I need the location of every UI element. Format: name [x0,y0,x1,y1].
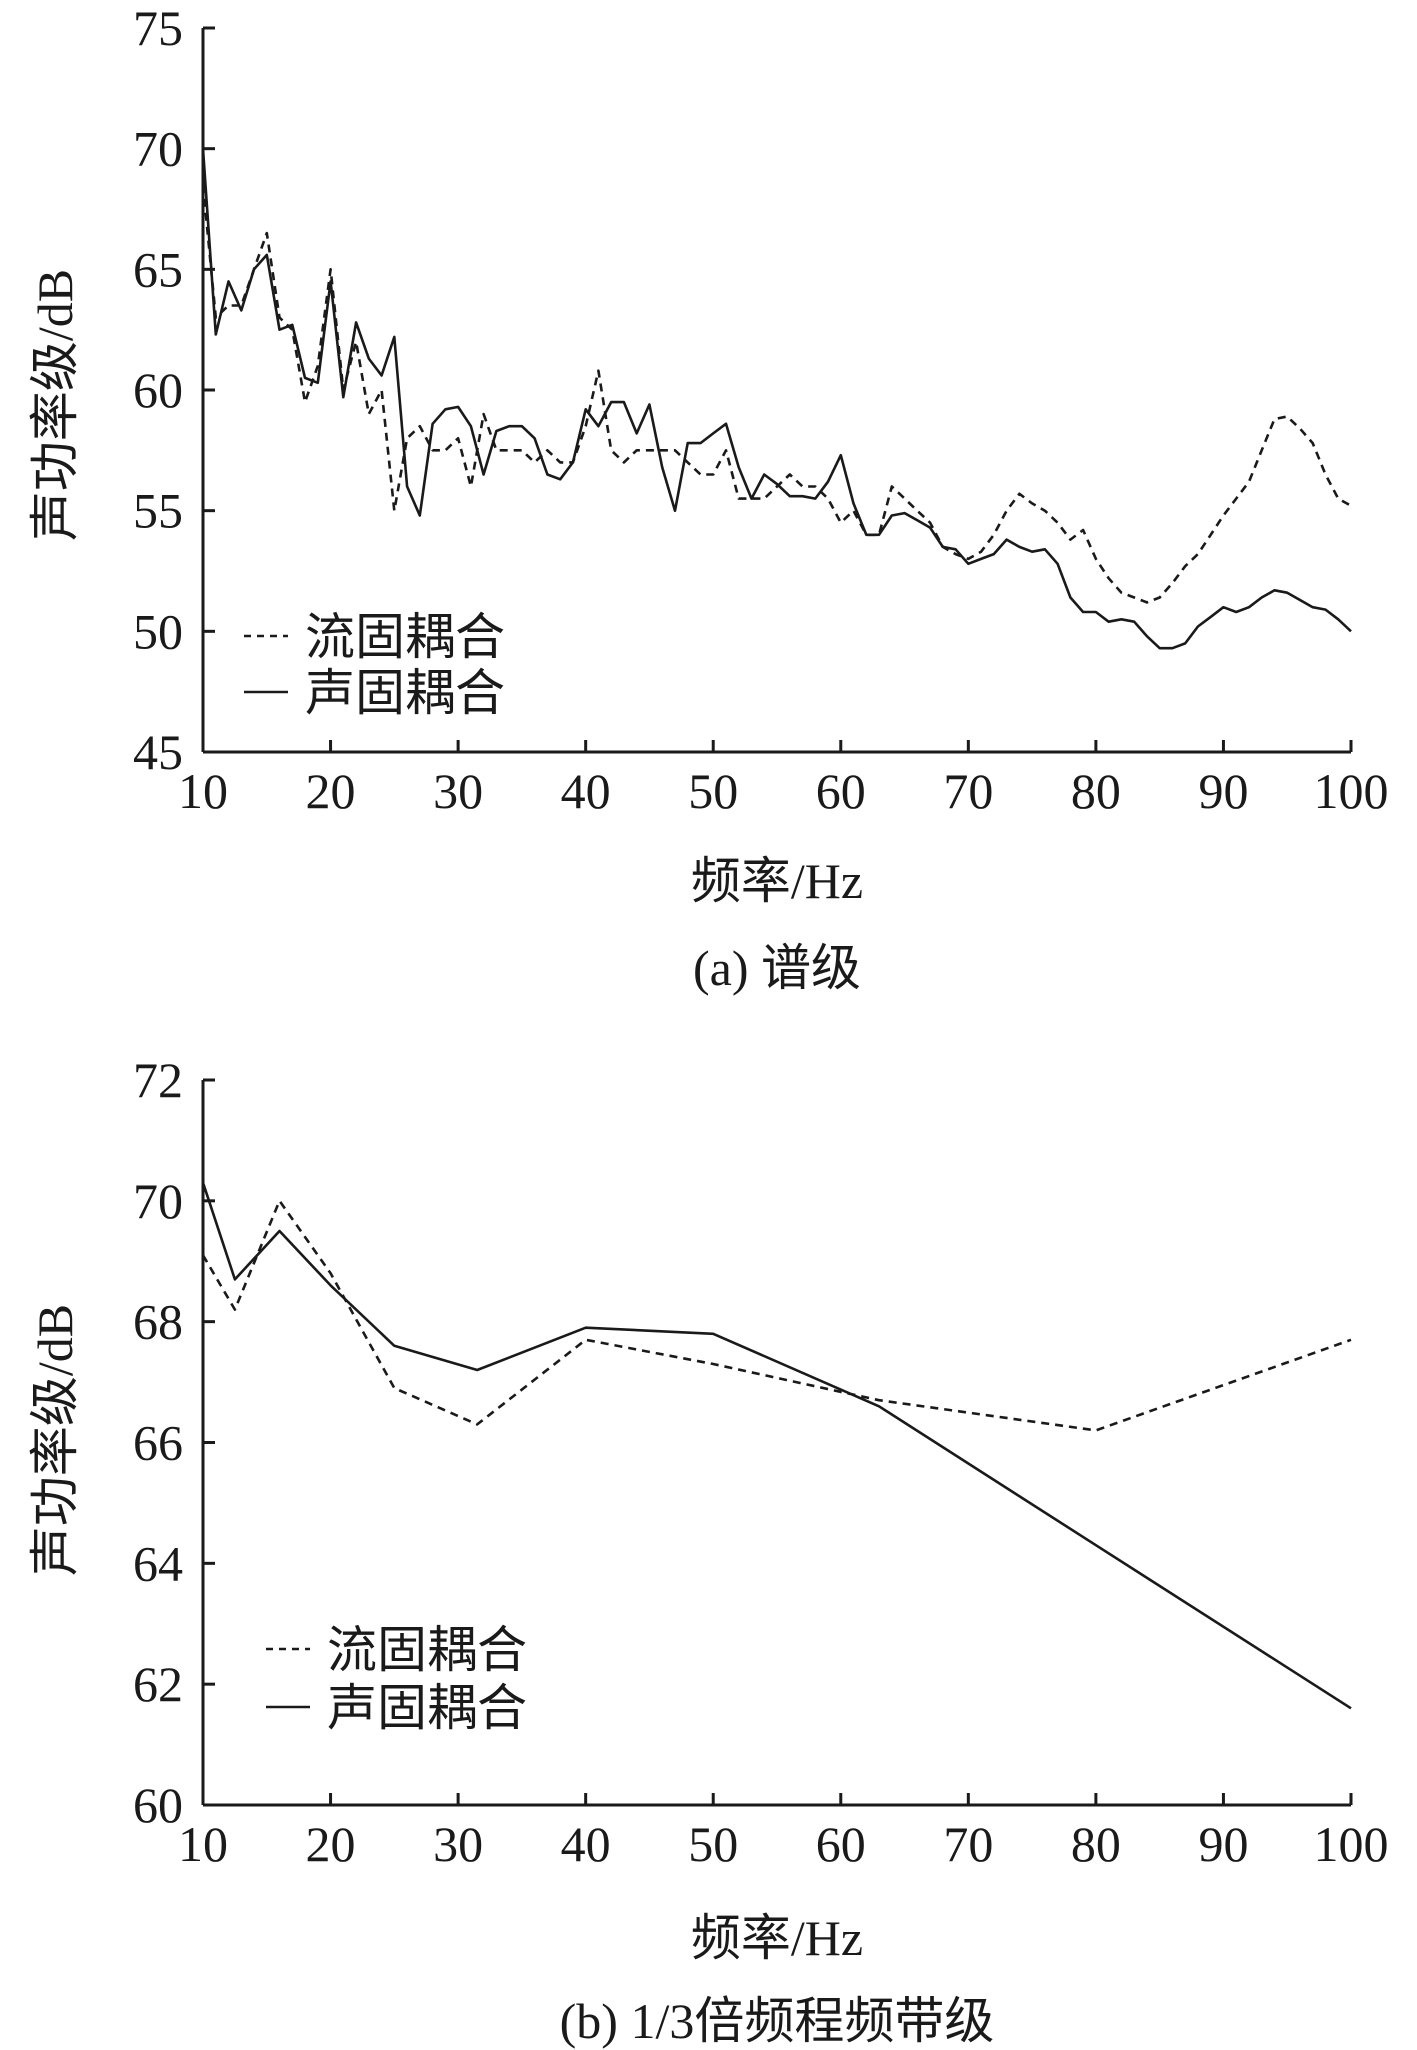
chart-a-x-tick-label: 40 [561,763,611,819]
chart-a-caption: (a) 谱级 [693,940,861,996]
chart-a-x-tick-label: 80 [1071,763,1121,819]
chart-b-x-tick-label: 40 [561,1816,611,1872]
chart-a-x-tick-label: 30 [433,763,483,819]
chart-b-x-tick-label: 100 [1314,1816,1389,1872]
chart-a-series-fluid-structure-line [201,184,1352,604]
chart-b-third-octave-band-level: 60 62 64 66 68 70 72 10 20 30 40 50 60 70 80 90 100 流固耦… [27,1052,1389,2049]
chart-b-y-tick-label: 72 [133,1052,183,1108]
chart-b-series-acoustic-structure-line [201,1182,1352,1710]
chart-a-y-tick-label: 60 [133,362,183,418]
chart-a-series-acoustic-structure-line [201,148,1352,650]
chart-b-x-tick-label: 60 [816,1816,866,1872]
chart-b-x-tick-label: 50 [688,1816,738,1872]
chart-b-x-tick-label: 10 [178,1816,228,1872]
chart-a-x-tick-label: 90 [1198,763,1248,819]
chart-b-x-tick-label: 30 [433,1816,483,1872]
chart-b-y-tick-label: 64 [133,1535,183,1591]
chart-b-y-tick-label: 60 [133,1777,183,1833]
chart-a-y-tick-label: 75 [133,0,183,56]
chart-b-x-tick-label: 90 [1198,1816,1248,1872]
chart-a-legend: 流固耦合 声固耦合 [244,609,505,721]
chart-b-y-tick-label: 62 [133,1656,183,1712]
chart-a-y-tick-label: 70 [133,121,183,177]
chart-b-x-tick-label: 80 [1071,1816,1121,1872]
chart-a-legend-label-dashed: 流固耦合 [305,609,505,665]
chart-b-legend: 流固耦合 声固耦合 [266,1622,527,1736]
chart-b-series-fluid-structure-line [201,1199,1352,1432]
chart-b-y-tick-label: 66 [133,1415,183,1471]
chart-b-caption: (b) 1/3倍频程频带级 [560,1993,995,2049]
chart-b-y-tick-label: 68 [133,1294,183,1350]
chart-a-y-tick-label: 45 [133,724,183,780]
chart-a-y-tick-label: 50 [133,603,183,659]
chart-a-x-tick-label: 60 [816,763,866,819]
chart-b-x-axis-title: 频率/Hz [691,1910,863,1966]
chart-b-y-axis-title: 声功率级/dB [27,1304,83,1576]
chart-a-y-tick-label: 65 [133,241,183,297]
chart-b-y-tick-label: 70 [133,1173,183,1229]
chart-a-x-axis-title: 频率/Hz [691,853,863,909]
chart-a-y-axis-title: 声功率级/dB [27,269,83,541]
chart-b-legend-label-dashed: 流固耦合 [327,1622,527,1678]
chart-b-legend-label-solid: 声固耦合 [327,1680,527,1736]
chart-b-x-tick-label: 20 [306,1816,356,1872]
chart-a-legend-label-solid: 声固耦合 [305,665,505,721]
chart-a-x-tick-label: 100 [1314,763,1389,819]
chart-a-x-tick-label: 20 [306,763,356,819]
chart-a-x-tick-label: 10 [178,763,228,819]
chart-a-x-tick-label: 70 [943,763,993,819]
chart-a-y-tick-label: 55 [133,483,183,539]
chart-a-spectrum-level: 45 50 55 60 65 70 75 10 20 30 40 50 60 70 80 90 100 流固耦… [27,0,1389,996]
chart-b-x-tick-label: 70 [943,1816,993,1872]
chart-a-x-tick-label: 50 [688,763,738,819]
